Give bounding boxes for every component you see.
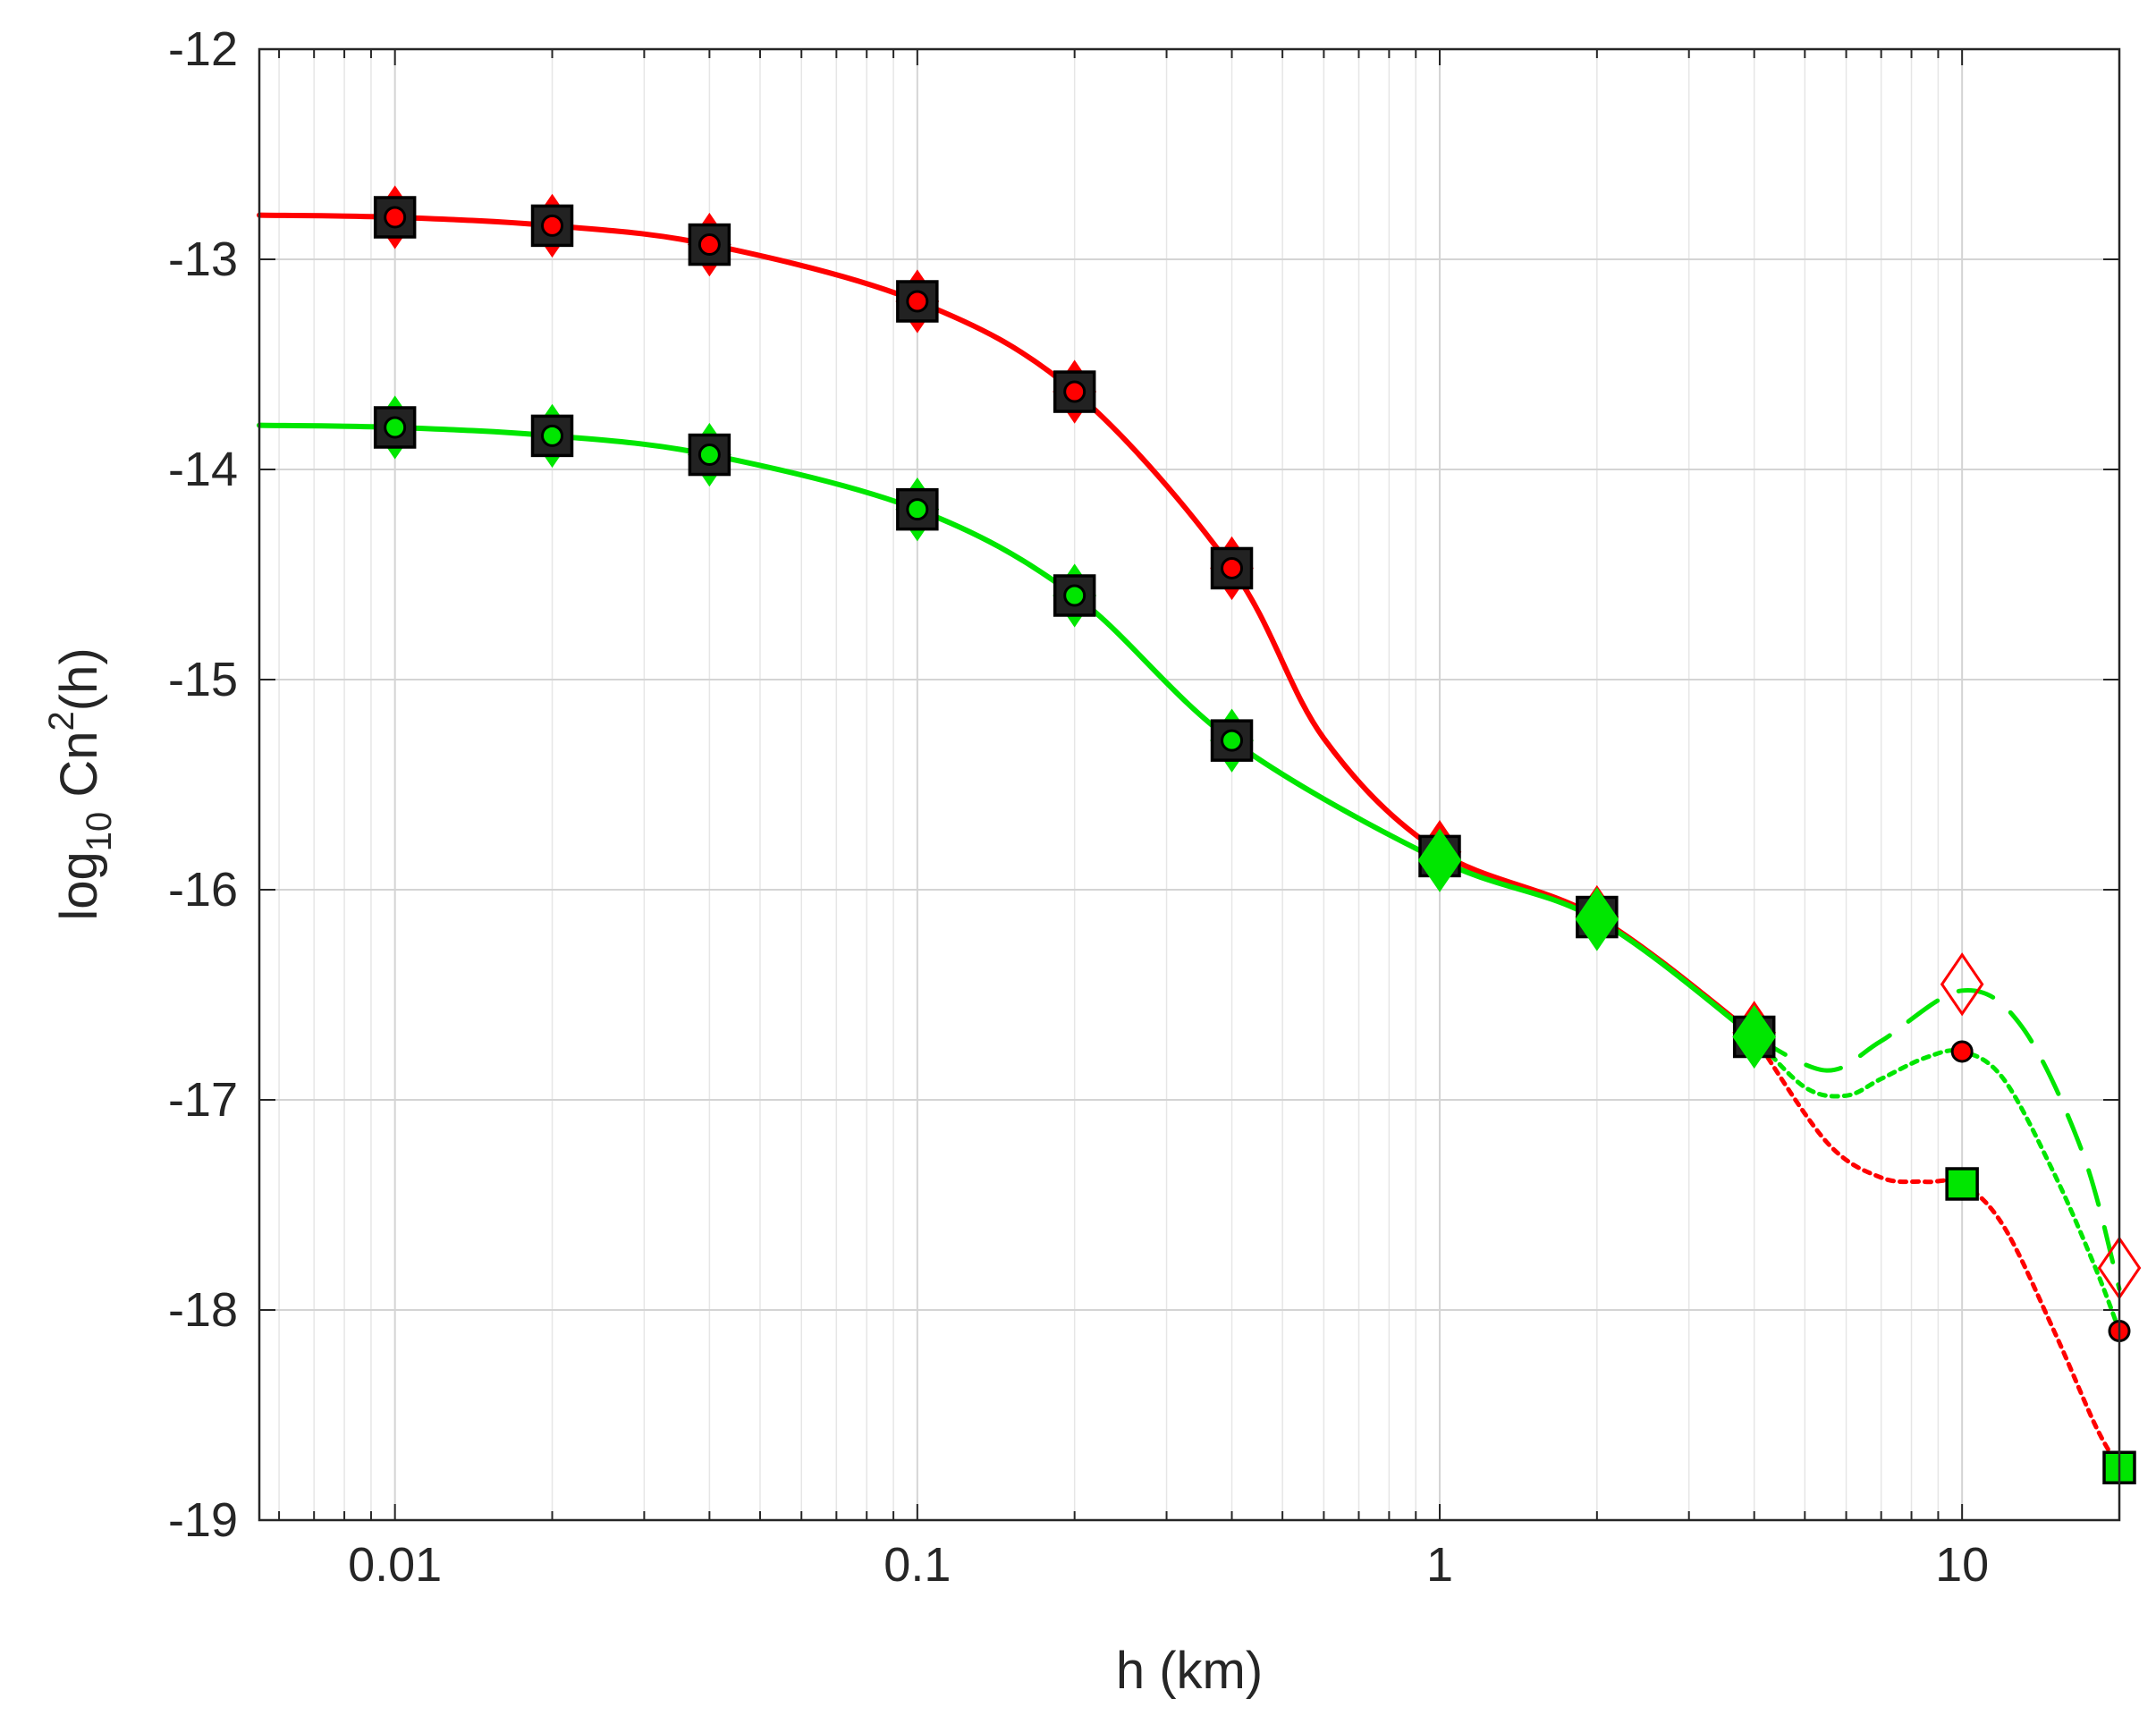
y-tick-label: -14 (168, 443, 238, 496)
circle-marker (541, 214, 564, 237)
square-marker (896, 487, 939, 531)
circle-marker (698, 444, 721, 467)
circle-marker (906, 290, 929, 313)
grid (259, 48, 2120, 1521)
circle-marker (906, 498, 929, 521)
x-axis-label: h (km) (1116, 1642, 1263, 1700)
circle-marker (1063, 584, 1086, 607)
y-tick-label: -13 (168, 232, 238, 286)
x-tick-label: 10 (1935, 1538, 1989, 1592)
circle-marker (1063, 380, 1086, 403)
square-marker (1945, 1167, 1979, 1201)
circle-marker (1950, 1040, 1974, 1063)
y-label-subscript: 10 (80, 812, 119, 852)
y-label-base: log (50, 851, 108, 920)
circle-marker (384, 206, 407, 229)
circle-marker (1221, 729, 1244, 752)
x-tick-label: 1 (1426, 1538, 1453, 1592)
y-tick-label: -18 (168, 1283, 238, 1337)
diamond-marker (1575, 887, 1619, 951)
diamond-marker (1940, 952, 1984, 1017)
diamond-marker (1417, 828, 1462, 892)
x-tick-label: 0.01 (348, 1538, 442, 1592)
series-line-2 (1752, 987, 2122, 1291)
y-tick-label: -12 (168, 22, 238, 76)
y-tick-label: -19 (168, 1493, 238, 1547)
tick-labels: 0.01 0.1 1 10 -12 -13 -14 -15 -16 -17 -18 -19 (168, 22, 1989, 1592)
y-tick-label: -15 (168, 653, 238, 706)
y-tick-label: -17 (168, 1073, 238, 1127)
y-label-mid: Cn (50, 731, 108, 811)
circle-marker (1221, 556, 1244, 579)
plot-frame (258, 47, 2121, 1522)
circle-marker (541, 424, 564, 447)
circle-marker (698, 233, 721, 257)
plot-background (259, 49, 2119, 1520)
y-axis-label: log10 Cn2(h) (42, 647, 119, 920)
ticks (259, 48, 2120, 1521)
series-line-1 (257, 422, 1757, 1040)
y-label-superscript: 2 (42, 711, 81, 731)
diamond-marker (1732, 1004, 1777, 1069)
marker-layer (373, 185, 2142, 1484)
circle-marker (384, 416, 407, 439)
x-tick-label: 0.1 (884, 1538, 951, 1592)
y-label-tail: (h) (50, 647, 108, 711)
y-tick-label: -16 (168, 863, 238, 917)
